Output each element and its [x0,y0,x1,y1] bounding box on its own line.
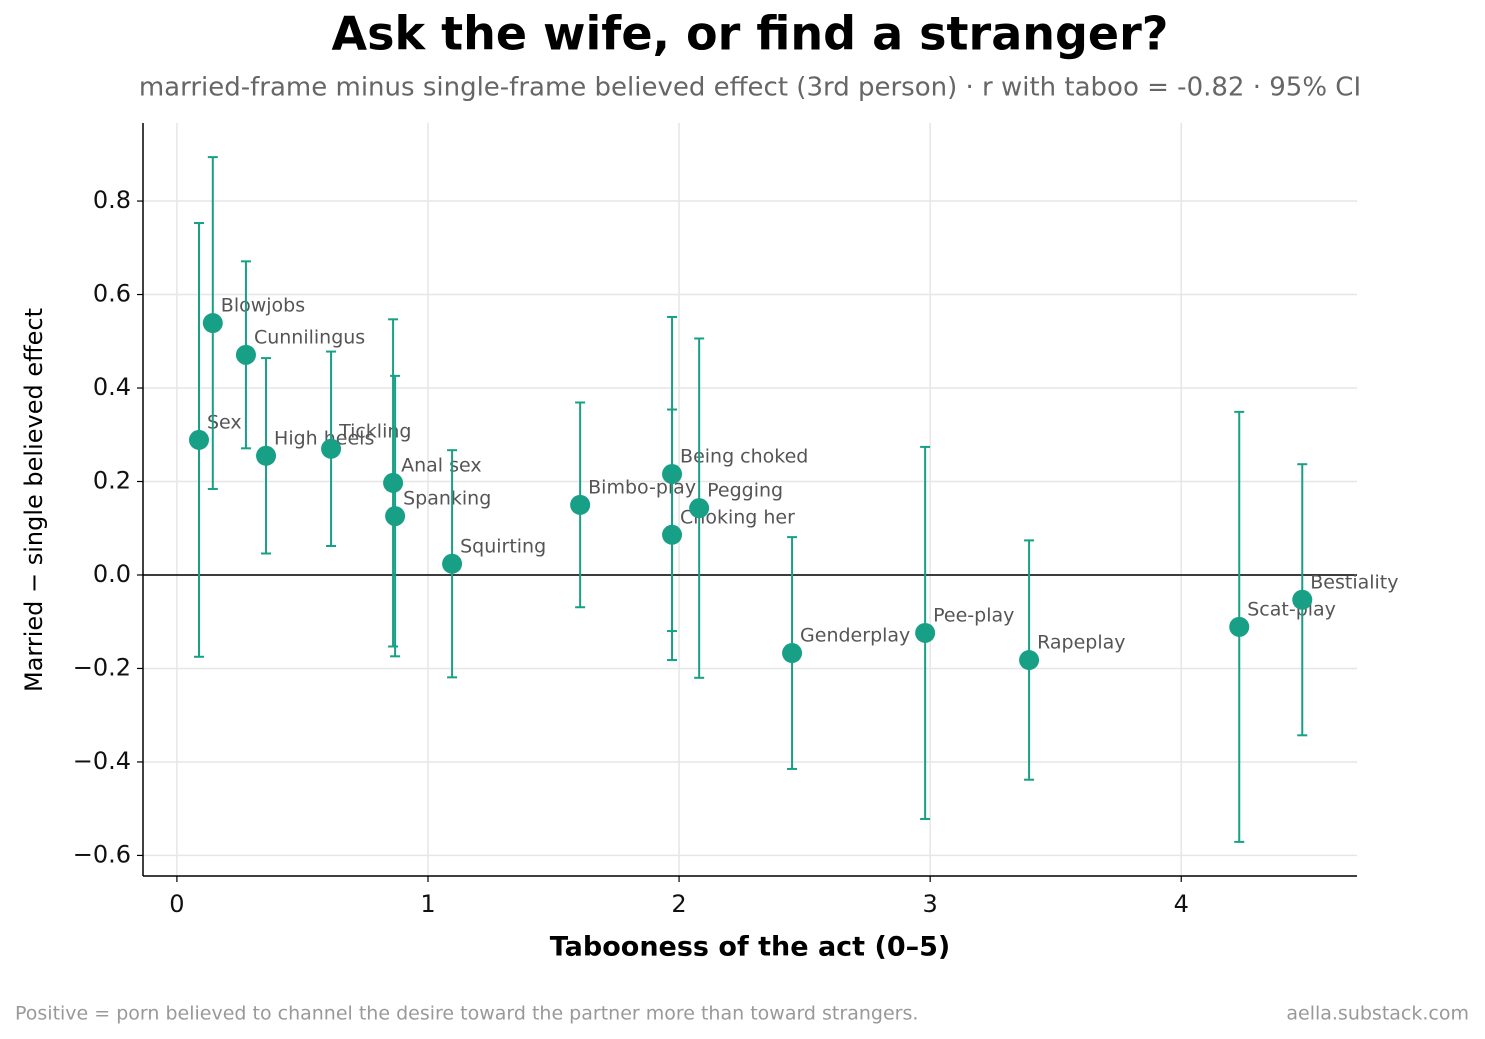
x-tick-label: 1 [420,890,435,918]
point [188,429,209,450]
x-tick-label: 3 [923,890,938,918]
point [385,506,406,527]
footnote: Positive = porn believed to channel the … [15,1003,918,1025]
point [383,472,404,493]
point [1019,650,1040,671]
point-label: Pegging [707,480,783,502]
point [202,313,223,334]
y-tick-label: −0.4 [73,747,131,775]
chart-subtitle: married-frame minus single-frame believe… [139,73,1361,103]
point [442,553,463,574]
y-axis-label: Married − single believed effect [20,308,48,692]
point-label: Scat-play [1247,598,1336,620]
point [662,524,683,545]
point-label: Sex [207,411,242,433]
point-label: Being choked [680,446,808,468]
point [235,344,256,365]
source: aella.substack.com [1286,1003,1469,1025]
x-tick-label: 4 [1174,890,1189,918]
y-tick-label: 0.6 [93,280,131,308]
x-tick-label: 2 [671,890,686,918]
point [570,494,591,515]
chart-title: Ask the wife, or find a stranger? [332,7,1169,61]
x-axis-label: Tabooness of the act (0–5) [550,932,950,963]
y-tick-label: −0.2 [73,653,131,681]
point-label: Bestiality [1310,571,1398,593]
point [689,498,710,519]
point-label: Anal sex [401,454,482,476]
y-tick-label: −0.6 [73,840,131,868]
point-label: Choking her [680,506,795,528]
point-label: High heels [274,427,374,449]
point [1229,616,1250,637]
point-label: Pee-play [933,604,1014,626]
point [782,643,803,664]
point-label: Tickling [338,420,411,442]
point [256,445,277,466]
point [1292,589,1313,610]
point [321,438,342,459]
y-tick-label: 0.8 [93,186,131,214]
point [915,622,936,643]
x-tick-label: 0 [169,890,184,918]
point-label: Rapeplay [1037,632,1125,654]
point-label: Squirting [460,535,546,557]
y-tick-label: 0.0 [93,560,131,588]
point-label: Cunnilingus [254,326,365,348]
point-label: Blowjobs [221,295,305,317]
y-tick-label: 0.4 [93,373,131,401]
point-label: Spanking [403,488,491,510]
point-label: Genderplay [800,625,910,647]
y-tick-label: 0.2 [93,467,131,495]
